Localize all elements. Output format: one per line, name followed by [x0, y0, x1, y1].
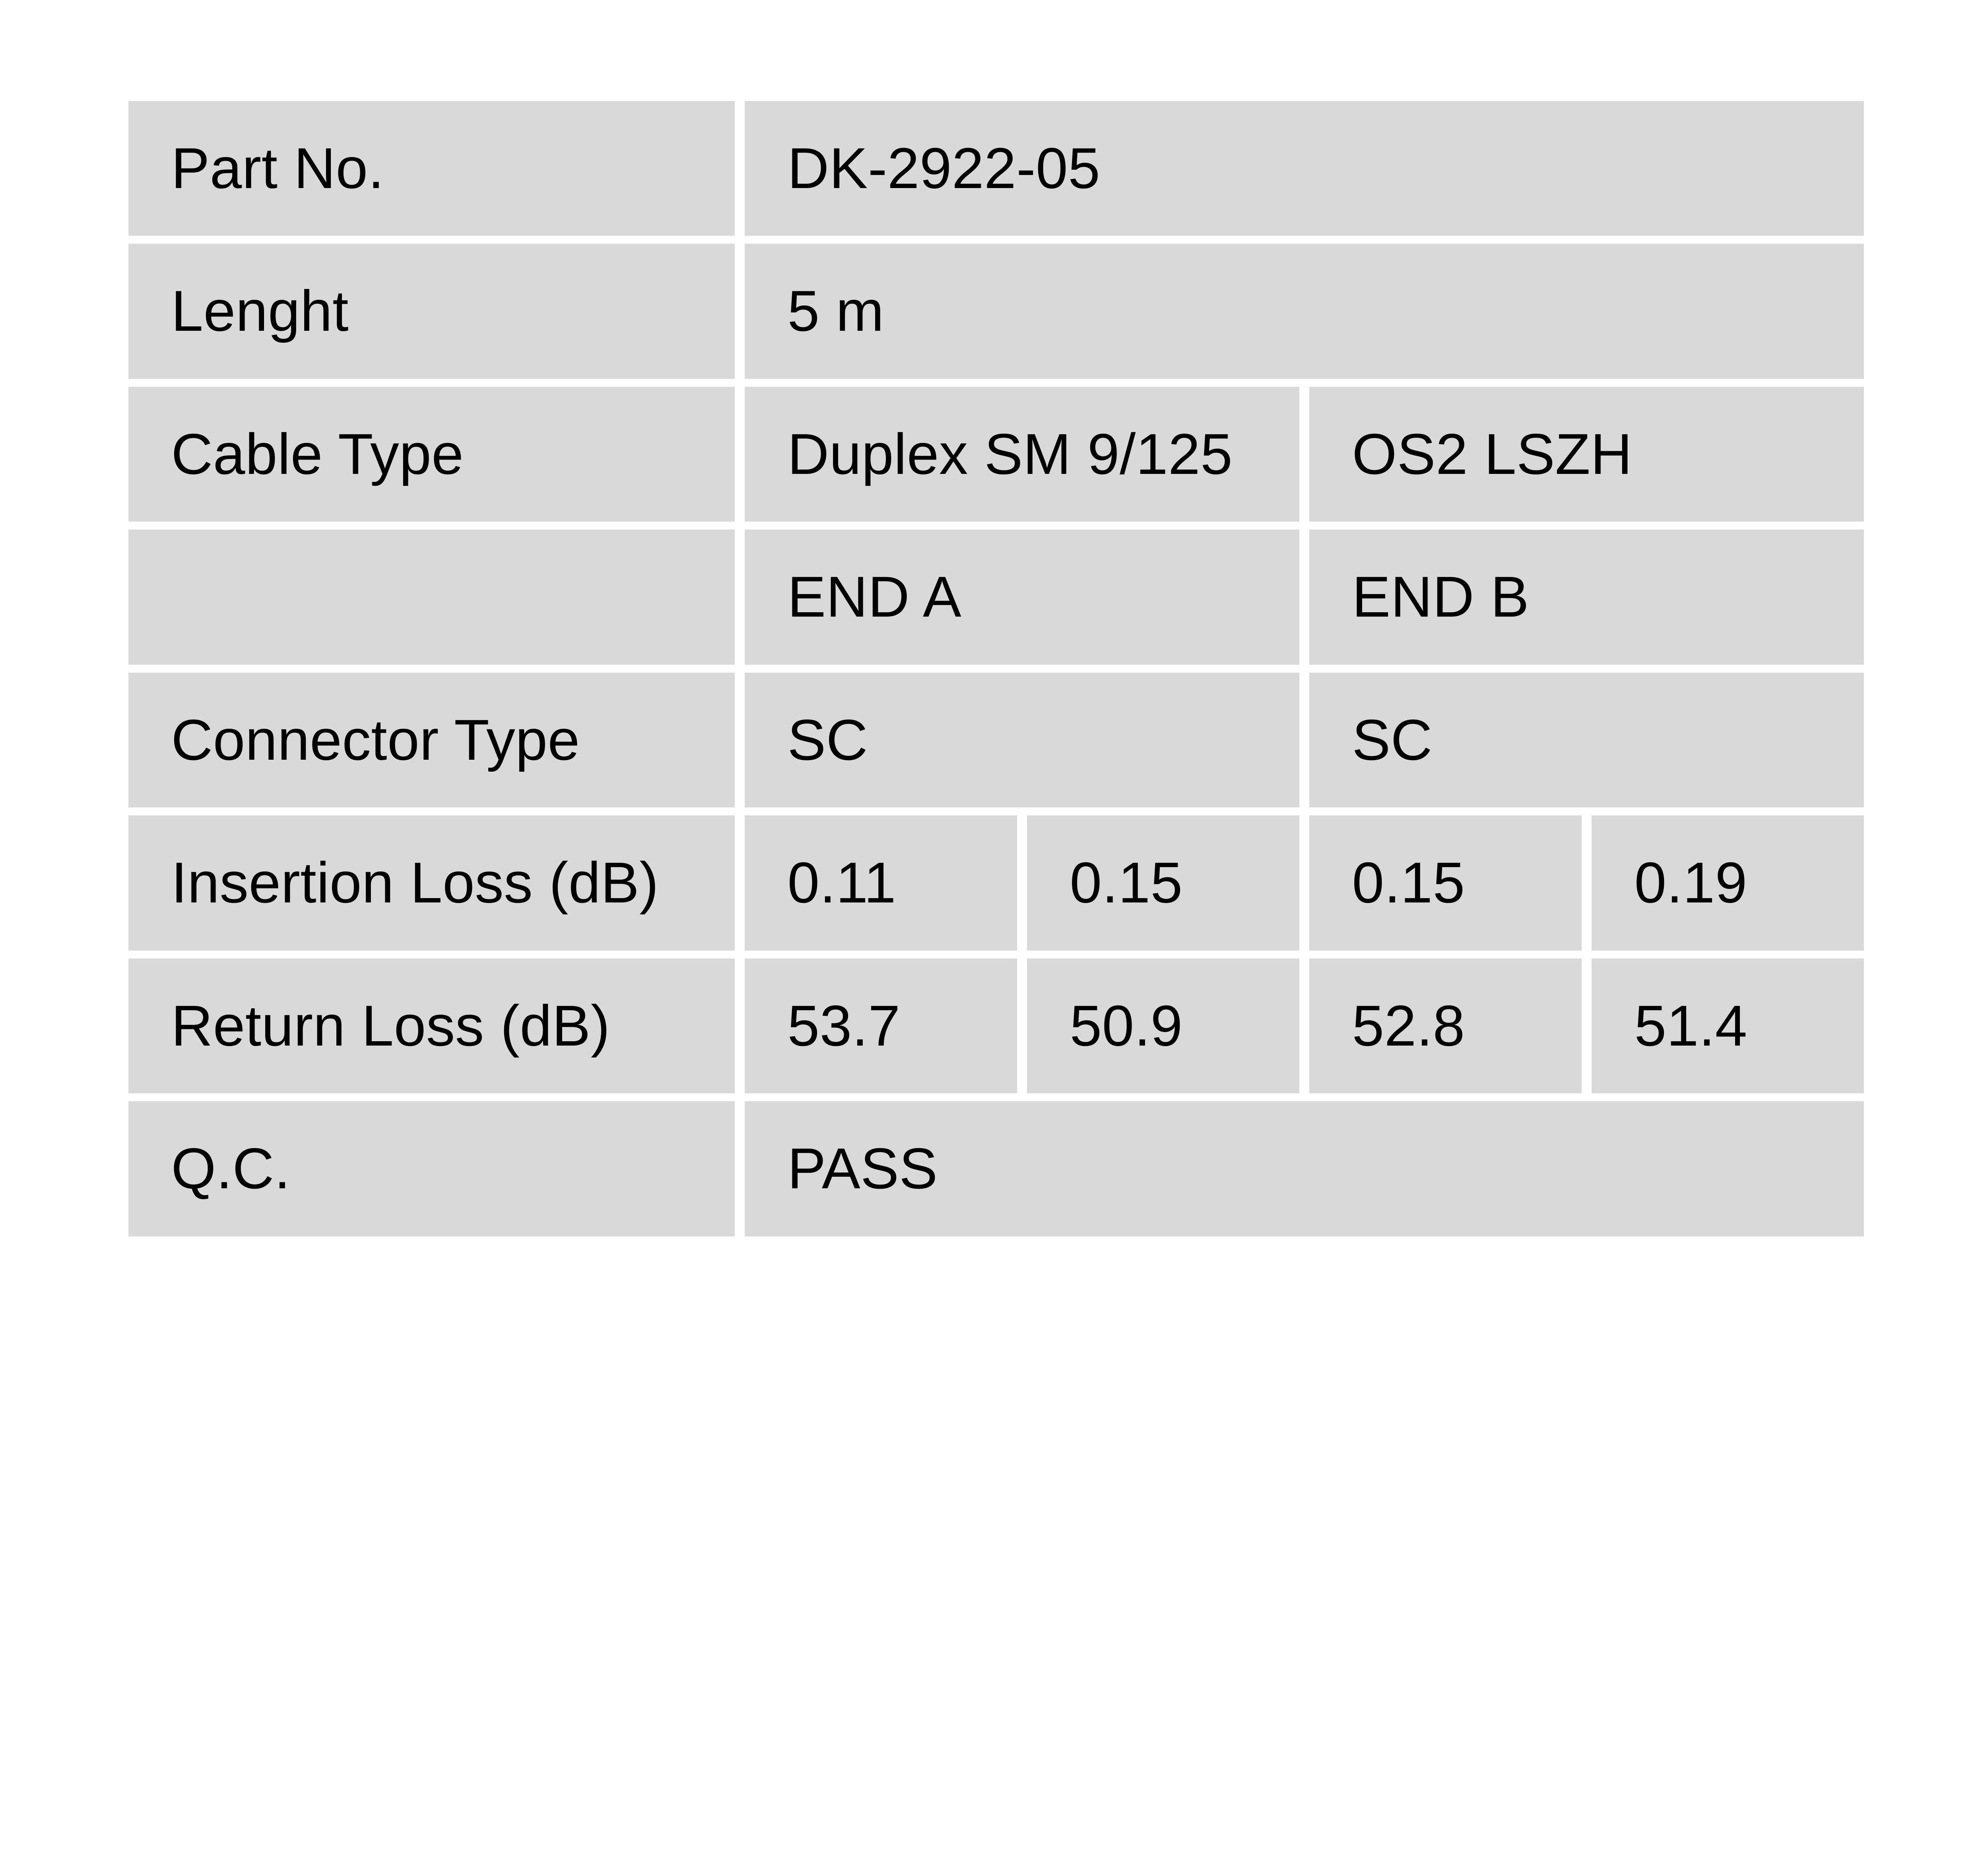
value-cell: END B: [1309, 530, 1864, 665]
spec-table: Part No. DK-2922-05 Lenght 5 m Cable Type Dup…: [128, 101, 1864, 1236]
row-label-cell: Part No.: [128, 101, 735, 236]
value-cell: 0.15: [1309, 815, 1582, 951]
value-cell: PASS: [745, 1101, 1864, 1236]
value-cell: SC: [1309, 672, 1864, 807]
value-cell: 0.19: [1592, 815, 1864, 951]
value-cell: END A: [745, 530, 1299, 665]
row-label-cell: Return Loss (dB): [128, 958, 735, 1093]
qc-label-page: Part No. DK-2922-05 Lenght 5 m Cable Type Dup…: [128, 101, 1864, 1236]
value-cell: 51.4: [1592, 958, 1864, 1093]
row-label-cell: Q.C.: [128, 1101, 735, 1236]
value-cell: 0.15: [1027, 815, 1299, 951]
row-label-cell: Cable Type: [128, 386, 735, 522]
row-label-cell: Insertion Loss (dB): [128, 815, 735, 951]
row-label-cell: Connector Type: [128, 672, 735, 807]
value-cell: OS2 LSZH: [1309, 386, 1864, 522]
value-cell: SC: [745, 672, 1299, 807]
value-cell: 5 m: [745, 244, 1864, 379]
value-cell: DK-2922-05: [745, 101, 1864, 236]
row-label-cell: [128, 530, 735, 665]
row-label-cell: Lenght: [128, 244, 735, 379]
value-cell: 50.9: [1027, 958, 1299, 1093]
value-cell: Duplex SM 9/125: [745, 386, 1299, 522]
value-cell: 52.8: [1309, 958, 1582, 1093]
value-cell: 0.11: [745, 815, 1017, 951]
value-cell: 53.7: [745, 958, 1017, 1093]
